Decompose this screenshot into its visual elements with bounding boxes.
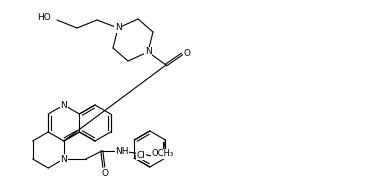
Text: OCH₃: OCH₃ bbox=[151, 150, 173, 158]
Text: N: N bbox=[60, 100, 67, 109]
Text: HO: HO bbox=[37, 14, 51, 23]
Text: N: N bbox=[145, 48, 152, 57]
Text: Cl: Cl bbox=[136, 150, 145, 160]
Text: NH: NH bbox=[115, 147, 129, 156]
Text: O: O bbox=[184, 48, 190, 57]
Text: N: N bbox=[60, 154, 67, 163]
Text: O: O bbox=[101, 169, 108, 178]
Text: N: N bbox=[115, 23, 121, 33]
